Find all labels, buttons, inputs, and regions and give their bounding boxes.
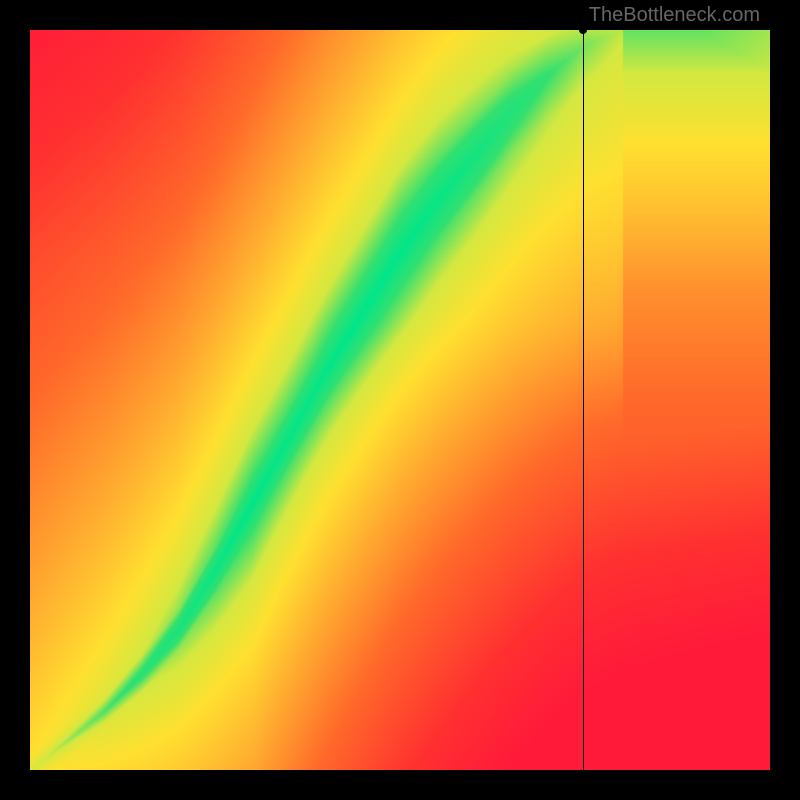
heatmap-canvas xyxy=(30,30,770,770)
marker-dot xyxy=(579,26,587,34)
heatmap-chart xyxy=(30,30,770,770)
marker-vertical-line xyxy=(583,30,584,770)
attribution-text: TheBottleneck.com xyxy=(589,4,760,27)
